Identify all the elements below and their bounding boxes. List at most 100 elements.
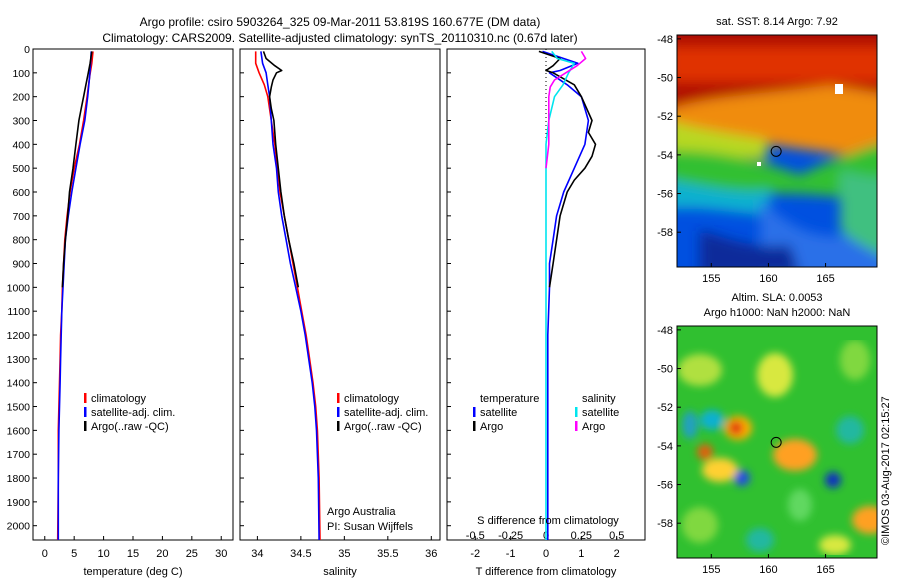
legend-label: Argo [480, 421, 503, 433]
lat-tick-label: -56 [657, 480, 673, 492]
sst-band-green [677, 144, 877, 200]
difference-line-2 [545, 50, 576, 540]
legend-swatch [473, 407, 476, 417]
depth-tick-label: 900 [12, 259, 30, 271]
lat-tick-label: -52 [657, 111, 673, 123]
difference-top-axis-label: S difference from climatology [477, 515, 619, 527]
lon-tick-label: 155 [702, 273, 720, 285]
x-tick-label-s: 0.5 [609, 530, 624, 542]
salinity-annotation-line1: Argo Australia [327, 506, 396, 518]
lon-tick-label: 165 [816, 273, 834, 285]
sla-blob-17 [682, 411, 698, 439]
depth-tick-label: 1400 [7, 378, 31, 390]
sla-field-image [677, 326, 877, 558]
legend-label: satellite-adj. clim. [344, 407, 428, 419]
salinity-legend: climatology satellite-adj. clim. Argo(..ra… [337, 393, 428, 433]
x-tick-label: 20 [156, 548, 168, 560]
sst-profile-location-marker [770, 145, 782, 157]
sla-map-frame [676, 325, 878, 559]
depth-tick-label: 1800 [7, 473, 31, 485]
legend-label: satellite [582, 407, 619, 419]
sla-map-title: Altim. SLA: 0.0053 [731, 292, 822, 304]
salinity-series [254, 51, 321, 540]
sla-blob-4 [729, 421, 743, 435]
temperature-x-axis-label: temperature (deg C) [83, 566, 182, 578]
legend-label: satellite [480, 407, 517, 419]
legend-swatch [575, 407, 578, 417]
depth-tick-label: 1100 [7, 306, 30, 318]
lat-tick-label: -52 [657, 402, 673, 414]
depth-tick-label: 1200 [7, 330, 31, 342]
sst-cloud-mask [835, 84, 843, 94]
x-tick-label: 34 [251, 548, 263, 560]
x-tick-label: -1 [506, 548, 516, 560]
salinity-plot-frame [239, 48, 441, 541]
sla-blob-14 [682, 507, 718, 543]
x-tick-label: 1 [578, 548, 584, 560]
depth-tick-label: 100 [12, 68, 30, 80]
sla-blob-13 [819, 535, 851, 555]
sla-blob-2 [840, 340, 870, 380]
x-tick-label-s: 0.25 [571, 530, 592, 542]
difference-panel: -2 -1 0 1 2-0.5 -0.25 0 0.25 0.5 T difference fr… [446, 48, 646, 578]
sst-map-frame [676, 34, 878, 268]
lat-tick-label: -50 [657, 73, 673, 85]
x-tick-label: 36 [425, 548, 437, 560]
sla-map-panel: Altim. SLA: 0.0053 Argo h1000: NaN h2000… [657, 292, 878, 576]
difference-legend: temperature salinity satellite Argo satellit… [473, 393, 619, 433]
sst-band-deep-blue [700, 230, 798, 267]
depth-tick-label: 0 [24, 44, 30, 56]
difference-x-axis-label: T difference from climatology [476, 566, 617, 578]
sst-cloud-mask-small [757, 162, 761, 166]
sla-profile-location-marker [770, 436, 782, 448]
legend-swatch [575, 421, 578, 431]
depth-tick-label: 500 [12, 163, 30, 175]
legend-swatch [337, 421, 340, 431]
depth-tick-label: 700 [12, 211, 30, 223]
figure-title-line2: Climatology: CARS2009. Satellite-adjuste… [102, 31, 577, 45]
sst-field-image [677, 35, 877, 267]
depth-tick-label: 2000 [7, 521, 31, 533]
difference-line-1 [538, 50, 597, 288]
x-tick-label: 5 [71, 548, 77, 560]
temperature-panel: 0100200300400500600700800900100011001200… [7, 44, 234, 578]
legend-swatch [84, 393, 87, 403]
legend-swatch [84, 421, 87, 431]
lon-tick-label: 160 [759, 564, 777, 576]
sla-blob-7 [697, 444, 713, 460]
sst-band-orange [677, 85, 877, 162]
sla-blob-12 [852, 506, 877, 534]
temperature-series [56, 51, 94, 540]
salinity-line-2 [262, 51, 300, 288]
sla-blob-16 [788, 489, 812, 521]
sla-blob-5 [773, 439, 817, 471]
temperature-line-2 [61, 51, 93, 288]
temperature-plot-frame [32, 48, 234, 541]
x-tick-label: 30 [215, 548, 227, 560]
lat-tick-label: -48 [657, 34, 673, 46]
legend-label: satellite-adj. clim. [91, 407, 175, 419]
lat-tick-label: -50 [657, 364, 673, 376]
x-tick-label: 34.5 [290, 548, 311, 560]
depth-tick-label: 400 [12, 139, 30, 151]
depth-tick-label: 1600 [7, 425, 31, 437]
x-tick-label: 0 [543, 548, 549, 560]
depth-tick-label: 1900 [7, 497, 31, 509]
legend-label: Argo(..raw -QC) [344, 421, 422, 433]
sla-blob-8 [734, 470, 750, 486]
legend-swatch [84, 407, 87, 417]
sla-blob-10 [825, 472, 841, 488]
x-tick-label-s: -0.5 [466, 530, 485, 542]
salinity-line-1 [260, 51, 320, 540]
x-tick-label: 35 [338, 548, 350, 560]
legend-label: climatology [344, 393, 400, 405]
legend-label: climatology [91, 393, 147, 405]
sla-blobs [678, 340, 877, 555]
legend-label: Argo [582, 421, 605, 433]
difference-line-0 [542, 50, 590, 540]
temperature-legend: climatology satellite-adj. clim. Argo(..ra… [84, 393, 175, 433]
x-tick-label-s: -0.25 [498, 530, 523, 542]
sst-map-axis-ticks: 155 160 165 -48 -50 -52 -54 -56 -58 [657, 34, 835, 285]
sla-blob-1 [678, 354, 722, 386]
